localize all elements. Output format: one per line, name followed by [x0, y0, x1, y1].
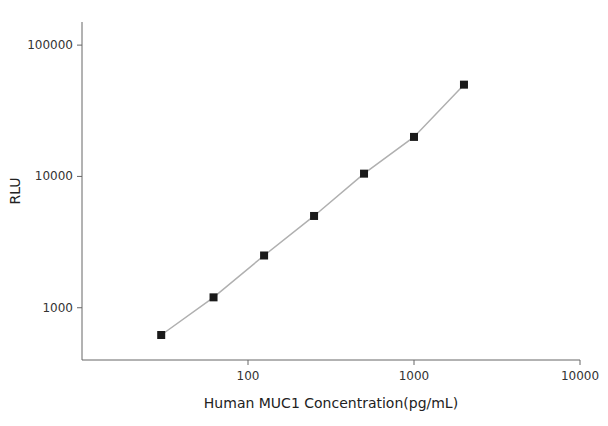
chart-svg: 100 1000 10000 1000 10000 100000 Human MUC1 Co… [0, 0, 608, 426]
data-point [310, 212, 318, 220]
y-tick [77, 176, 82, 177]
plot-area [157, 81, 468, 339]
y-tick-label: 10000 [35, 169, 73, 183]
data-point [210, 293, 218, 301]
data-line [161, 85, 464, 335]
y-axis-label: RLU [7, 177, 23, 204]
x-tick [248, 360, 249, 365]
y-tick [77, 45, 82, 46]
x-tick-label: 10000 [561, 369, 599, 383]
data-point [360, 170, 368, 178]
data-point [460, 81, 468, 89]
x-axis-label: Human MUC1 Concentration(pg/mL) [204, 395, 458, 411]
data-point [410, 133, 418, 141]
axes: 100 1000 10000 1000 10000 100000 [27, 22, 599, 383]
x-tick [414, 360, 415, 365]
x-tick-label: 100 [237, 369, 260, 383]
y-axis-line [82, 22, 83, 360]
y-tick [77, 307, 82, 308]
y-tick-label: 1000 [42, 301, 73, 315]
x-tick-label: 1000 [399, 369, 430, 383]
data-point [157, 331, 165, 339]
x-axis-line [82, 360, 580, 361]
y-tick-label: 100000 [27, 38, 73, 52]
chart-container: 100 1000 10000 1000 10000 100000 Human MUC1 Co… [0, 0, 608, 426]
data-point [260, 251, 268, 259]
x-tick [580, 360, 581, 365]
